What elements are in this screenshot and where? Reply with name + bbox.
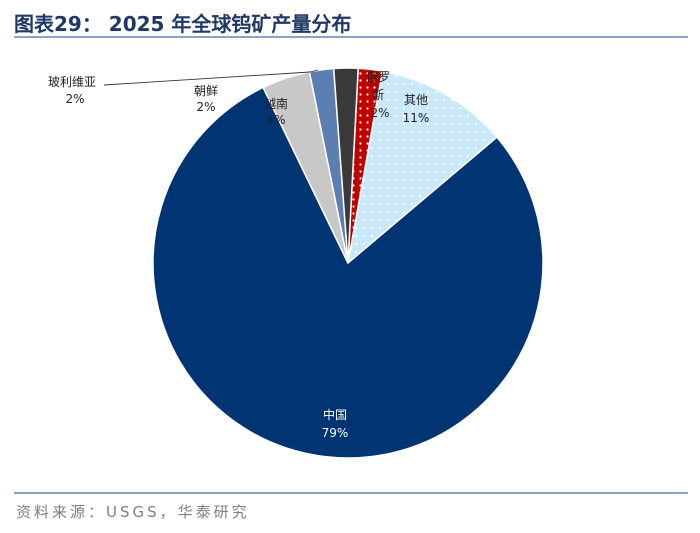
slice-label-china-name: 中国 — [323, 407, 347, 422]
slice-label-other-value: 11% — [403, 111, 430, 125]
pie-slice-china — [152, 86, 544, 459]
slice-label-russia-value: 2% — [370, 106, 389, 120]
title-bar: 图表29： 2025 年全球钨矿产量分布 — [14, 6, 688, 38]
source-bar: 资料来源：USGS，华泰研究 — [14, 492, 688, 524]
slice-label-bolivia-name: 玻利维亚 — [48, 75, 96, 89]
labels-layer: 俄罗 斯 2% 其他 11% 中国 79% 越南 4% 朝鲜 2% 玻利维亚 2… — [48, 70, 429, 440]
slices-layer — [152, 67, 544, 459]
source-note: 资料来源：USGS，华泰研究 — [16, 503, 250, 521]
leader-line-bolivia — [103, 69, 319, 86]
leader-line-russia — [350, 68, 357, 81]
slice-label-vietnam-name: 越南 — [264, 96, 288, 111]
slice-label-vietnam-value: 4% — [266, 113, 285, 127]
slice-label-other-name: 其他 — [404, 93, 428, 107]
leader-lines-layer — [103, 68, 357, 86]
slice-label-china-value: 79% — [322, 426, 349, 440]
slice-label-north-korea-value: 2% — [196, 100, 215, 114]
pie-slice-bolivia — [332, 67, 359, 264]
slice-label-bolivia-value: 2% — [65, 92, 84, 106]
figure-title: 图表29： 2025 年全球钨矿产量分布 — [14, 12, 352, 36]
pie-slice-other — [346, 70, 498, 265]
slice-label-russia-name-1: 俄罗 — [366, 70, 390, 84]
slice-label-north-korea-name: 朝鲜 — [194, 84, 218, 98]
slice-label-russia-name-2: 斯 — [372, 88, 384, 102]
